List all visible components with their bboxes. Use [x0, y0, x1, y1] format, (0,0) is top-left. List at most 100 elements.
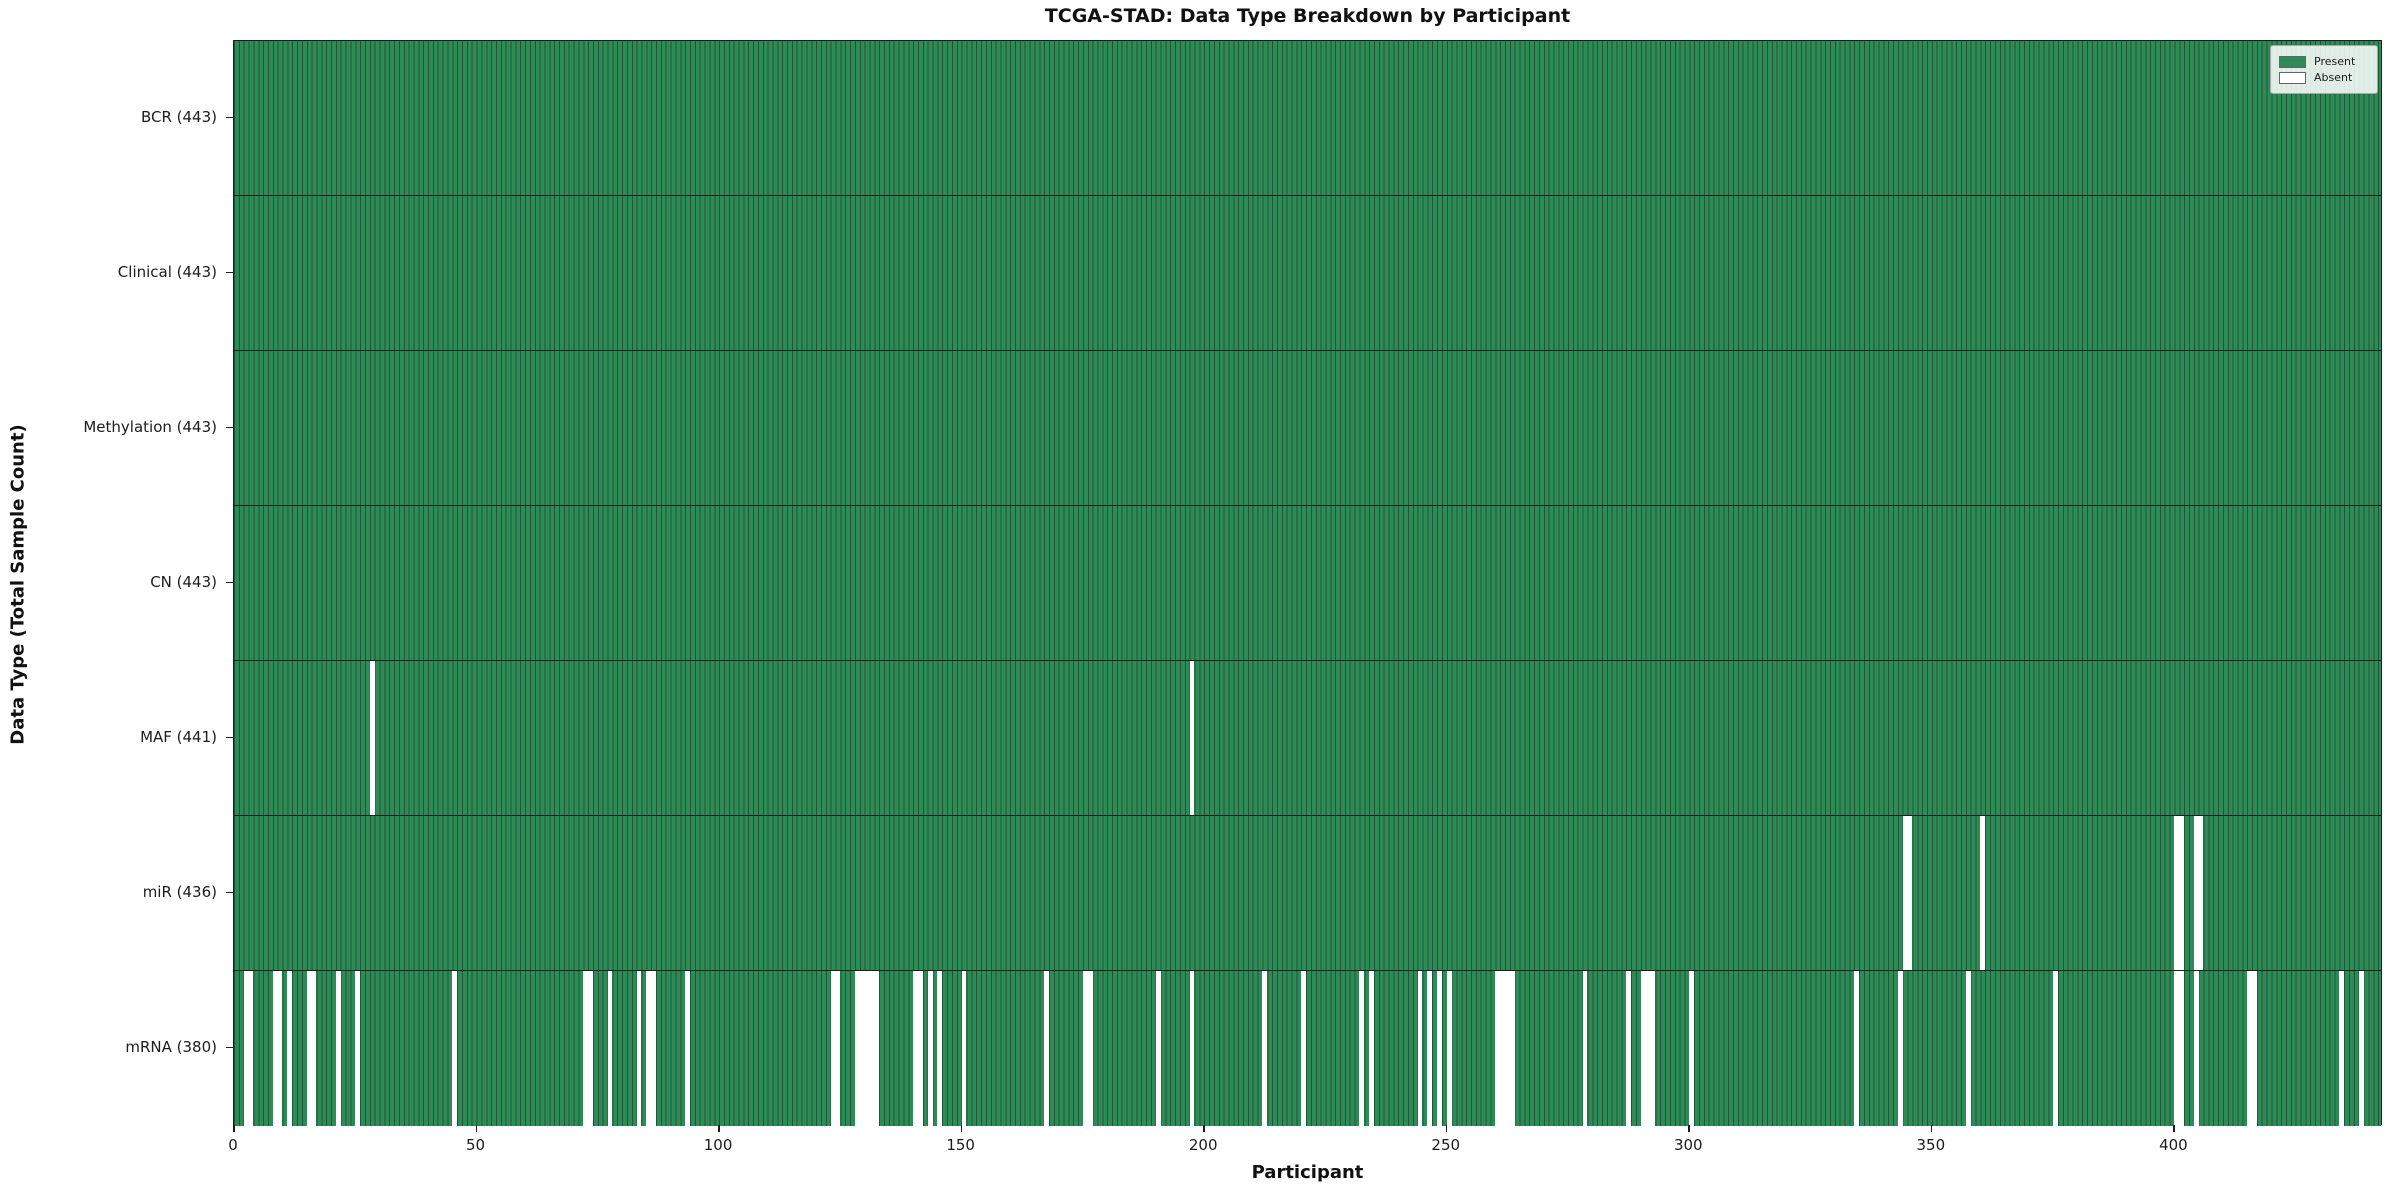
- x-tick-mark: [233, 1125, 235, 1132]
- absent-stripe: [1854, 971, 1860, 1126]
- x-axis-label: Participant: [1251, 1162, 1364, 1183]
- absent-stripe: [607, 971, 613, 1126]
- x-tick-label: 250: [1431, 1136, 1461, 1154]
- y-tick-mark: [226, 1046, 233, 1049]
- row-mir: [234, 816, 2381, 971]
- absent-stripe: [583, 971, 593, 1126]
- legend-label-absent: Absent: [2314, 71, 2353, 84]
- absent-stripe: [355, 971, 361, 1126]
- absent-stripe: [1902, 816, 1913, 971]
- absent-stripe: [1495, 971, 1515, 1126]
- absent-stripe: [2053, 971, 2058, 1126]
- row-cn: [234, 506, 2381, 661]
- x-tick-label: 200: [1188, 1136, 1218, 1154]
- absent-stripe: [287, 971, 293, 1126]
- absent-stripe: [243, 971, 254, 1126]
- absent-stripe: [1689, 971, 1695, 1126]
- absent-stripe: [1359, 971, 1365, 1126]
- y-tick-mark: [226, 271, 233, 274]
- absent-stripe: [2193, 816, 2204, 971]
- row-bcr: [234, 41, 2381, 196]
- x-tick-label: 0: [228, 1136, 238, 1154]
- y-tick-label-bcr: BCR (443): [140, 107, 217, 126]
- x-tick-mark: [1203, 1125, 1205, 1132]
- absent-stripe: [961, 971, 967, 1126]
- x-tick-label: 50: [466, 1136, 486, 1154]
- x-tick-label: 350: [1916, 1136, 1946, 1154]
- x-tick-label: 400: [2159, 1136, 2188, 1154]
- y-tick-label-cn: CN (443): [150, 572, 217, 591]
- y-tick-label-maf: MAF (441): [140, 727, 217, 746]
- absent-stripe: [1082, 971, 1093, 1126]
- chart-title: TCGA-STAD: Data Type Breakdown by Partic…: [1044, 5, 1571, 27]
- absent-stripe: [272, 971, 283, 1126]
- absent-stripe: [1437, 971, 1442, 1126]
- legend: Present Absent: [2270, 45, 2378, 94]
- x-tick-label: 100: [703, 1136, 733, 1154]
- row-mrna: [234, 971, 2381, 1126]
- absent-stripe: [1189, 661, 1195, 816]
- absent-stripe: [2174, 971, 2185, 1126]
- absent-stripe: [1897, 971, 1903, 1126]
- absent-stripe: [2174, 816, 2185, 971]
- absent-stripe: [2358, 971, 2364, 1126]
- absent-stripe: [1446, 971, 1452, 1126]
- x-tick-mark: [718, 1125, 720, 1132]
- absent-stripe: [1301, 971, 1307, 1126]
- absent-stripe: [685, 971, 690, 1126]
- y-tick-mark: [226, 891, 233, 894]
- absent-stripe: [1189, 971, 1195, 1126]
- y-tick-mark: [226, 736, 233, 739]
- y-tick-mark: [226, 426, 233, 429]
- present-swatch-icon: [2279, 55, 2306, 68]
- y-tick-mark: [226, 581, 233, 584]
- y-tick-mark: [226, 116, 233, 119]
- absent-stripe: [1262, 971, 1268, 1126]
- x-tick-mark: [1688, 1125, 1690, 1132]
- absent-stripe: [854, 971, 880, 1126]
- absent-stripe: [913, 971, 923, 1126]
- plot-area: [233, 40, 2382, 1126]
- x-tick-label: 150: [946, 1136, 975, 1154]
- absent-stripe: [1417, 971, 1423, 1126]
- x-tick-label: 300: [1673, 1136, 1703, 1154]
- absent-stripe: [2247, 971, 2257, 1126]
- row-methylation: [234, 351, 2381, 506]
- y-tick-label-mir: miR (436): [142, 882, 217, 901]
- absent-stripe: [1369, 971, 1374, 1126]
- absent-stripe: [1582, 971, 1588, 1126]
- absent-stripe: [646, 971, 657, 1126]
- absent-stripe: [937, 971, 943, 1126]
- absent-stripe: [830, 971, 841, 1126]
- absent-stripe: [2193, 971, 2199, 1126]
- legend-entry-present: Present: [2279, 55, 2369, 68]
- x-tick-mark: [1445, 1125, 1448, 1132]
- absent-stripe: [1044, 971, 1049, 1126]
- y-tick-label-clinical: Clinical (443): [117, 262, 217, 281]
- absent-swatch-icon: [2279, 71, 2306, 84]
- absent-stripe: [306, 971, 317, 1126]
- y-tick-label-mrna: mRNA (380): [125, 1037, 217, 1056]
- absent-stripe: [1155, 971, 1161, 1126]
- absent-stripe: [2339, 971, 2345, 1126]
- absent-stripe: [927, 971, 933, 1126]
- x-tick-mark: [2173, 1125, 2175, 1132]
- absent-stripe: [636, 971, 642, 1126]
- absent-stripe: [1965, 971, 1971, 1126]
- legend-entry-absent: Absent: [2279, 71, 2369, 84]
- row-maf: [234, 661, 2381, 816]
- x-tick-mark: [1930, 1125, 1933, 1132]
- x-tick-mark: [475, 1125, 478, 1132]
- x-tick-mark: [960, 1125, 963, 1132]
- absent-stripe: [1427, 971, 1433, 1126]
- row-clinical: [234, 196, 2381, 351]
- absent-stripe: [452, 971, 458, 1126]
- absent-stripe: [369, 661, 375, 816]
- absent-stripe: [335, 971, 341, 1126]
- absent-stripe: [1640, 971, 1656, 1126]
- absent-stripe: [1980, 816, 1986, 971]
- legend-label-present: Present: [2314, 55, 2356, 68]
- absent-stripe: [1626, 971, 1632, 1126]
- y-tick-label-methylation: Methylation (443): [83, 417, 217, 436]
